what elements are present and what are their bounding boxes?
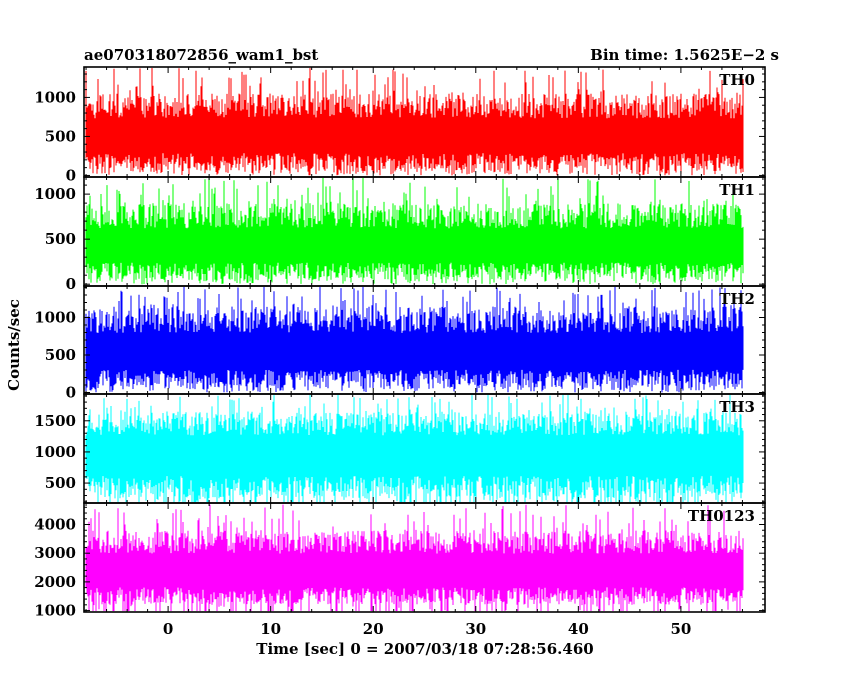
panel-frame [83, 502, 766, 613]
y-tick-label: 3000 [34, 544, 76, 562]
y-tick-label: 1000 [34, 185, 76, 203]
x-tick-label: 30 [465, 620, 486, 638]
y-tick-label: 1500 [34, 412, 76, 430]
panel-label-th3: TH3 [719, 398, 755, 416]
panel-label-th2: TH2 [719, 290, 755, 308]
x-tick-label: 20 [363, 620, 384, 638]
panel-th0123: 1000 2000 3000 4000 TH0123 [34, 502, 766, 620]
x-tick-label: 40 [568, 620, 589, 638]
series-line-th0 [85, 68, 744, 176]
y-tick-label: 500 [45, 127, 76, 145]
y-axis-label: Counts/sec [5, 299, 23, 391]
y-tick-label: 1000 [34, 443, 76, 461]
y-tick-label: 0 [66, 166, 76, 184]
plot-title: ae070318072856_wam1_bst [84, 46, 318, 64]
panel-label-th0123: TH0123 [688, 507, 755, 525]
series-line-th1 [85, 178, 744, 285]
y-tick-label: 0 [66, 384, 76, 402]
panel-th2: 0 500 1000 TH2 [34, 285, 766, 402]
series-line-th0123 [85, 504, 744, 611]
x-tick-label: 0 [163, 620, 173, 638]
y-tick-label: 500 [45, 346, 76, 364]
y-tick-label: 1000 [34, 88, 76, 106]
y-tick-label: 2000 [34, 573, 76, 591]
panel-th1: 0 500 1000 TH1 [34, 176, 766, 293]
series-line-th2 [85, 287, 744, 393]
y-tick-label: 500 [45, 474, 76, 492]
panel-label-th1: TH1 [719, 181, 755, 199]
x-tick-label: 10 [260, 620, 281, 638]
x-axis-label: Time [sec] 0 = 2007/03/18 07:28:56.460 [256, 640, 593, 658]
panel-th0: 0 500 1000 TH0 [34, 66, 766, 184]
panel-th3: 500 1000 1500 TH3 [34, 393, 766, 504]
y-tick-label: 1000 [34, 309, 76, 327]
y-tick-label: 0 [66, 275, 76, 293]
y-tick-label: 500 [45, 230, 76, 248]
series-line-th3 [85, 395, 744, 502]
y-tick-label: 4000 [34, 516, 76, 534]
x-tick-label: 50 [670, 620, 691, 638]
bin-time-label: Bin time: 1.5625E−2 s [590, 46, 779, 64]
panel-label-th0: TH0 [719, 71, 755, 89]
y-tick-label: 1000 [34, 602, 76, 620]
